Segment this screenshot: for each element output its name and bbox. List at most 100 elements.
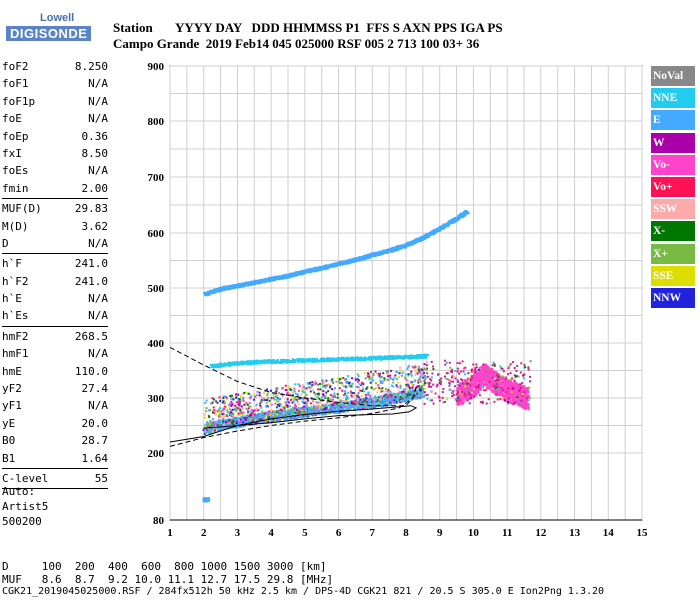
echo-point [360,356,363,359]
echo-point [416,394,419,397]
echo-point [205,292,208,295]
echo-point [417,394,420,397]
echo-point [277,277,280,280]
echo-point [222,421,225,424]
echo-point [473,373,476,376]
echo-point [413,241,416,244]
echo-point [414,241,417,244]
echo-point [221,289,224,292]
echo-point [454,218,457,221]
echo-point [292,273,295,276]
param-row: h`E N/A [2,290,108,307]
param-name: foE [2,112,22,126]
echo-point [421,356,424,359]
echo-point [380,355,383,358]
echo-point [230,286,233,289]
echo-point [205,428,208,431]
echo-point [304,415,307,418]
echo-point [418,389,421,392]
param-value: 2.00 [81,181,109,195]
echo-point [352,401,355,404]
echo-point [394,393,397,396]
echo-point [213,366,216,369]
param-value: 28.7 [81,434,109,448]
echo-point [328,264,331,267]
echo-point [315,405,318,408]
x-tick-label: 4 [268,527,274,539]
echo-point [311,358,314,361]
echo-point [342,406,345,409]
echo-point [224,363,227,366]
param-row: C-level 55 [2,470,108,487]
echo-point [411,394,414,397]
param-row: hmF1 N/A [2,345,108,362]
echo-point [211,422,214,425]
echo-point [373,357,376,360]
echo-point [256,359,259,362]
echo-point [290,408,293,411]
echo-point [454,216,457,219]
echo-point [220,286,223,289]
echo-point [314,414,317,417]
param-name: h`F [2,257,22,271]
echo-point [332,358,335,361]
echo-point [361,258,364,261]
echo-point [462,394,465,397]
echo-point [373,355,376,358]
echo-point [372,397,375,400]
echo-point [358,406,361,409]
echo-point [470,386,473,389]
echo-point [471,395,474,398]
param-row: MUF(D) 29.83 [2,200,108,217]
echo-point [463,381,466,384]
echo-point [359,408,362,411]
legend-item: NoVal [651,66,695,86]
echo-point [333,404,336,407]
echo-point [317,266,320,269]
echo-point [482,373,485,376]
echo-point [392,394,395,397]
echo-point [235,363,238,366]
echo-point [319,266,322,269]
param-row: yE 20.0 [2,415,108,432]
echo-point [309,269,312,272]
echo-point [360,406,363,409]
echo-point [415,394,418,397]
echo-point [343,409,346,412]
echo-point [382,252,385,255]
echo-point [249,360,252,363]
echo-point [348,261,351,264]
echo-point [466,210,469,213]
echo-point [380,398,383,401]
echo-point [314,266,317,269]
echo-point [322,357,325,360]
echo-point [334,358,337,361]
echo-point [464,210,467,213]
echo-point [300,358,303,361]
x-tick-label: 14 [603,527,615,539]
echo-point [225,288,228,291]
echo-point [246,361,249,364]
echo-point [473,385,476,388]
echo-point [408,241,411,244]
echo-point [333,358,336,361]
echo-point [472,381,475,384]
echo-point [475,392,478,395]
echo-point [361,398,364,401]
param-name: hmF1 [2,347,29,361]
echo-point [339,357,342,360]
param-value: 0.36 [81,129,109,143]
echo-point [254,362,257,365]
echo-point [456,216,459,219]
echo-point [317,268,320,271]
x-tick-label: 13 [569,527,581,539]
echo-point [457,403,460,406]
echo-point [267,359,270,362]
echo-point [419,395,422,398]
echo-point [244,417,247,420]
echo-point [409,396,412,399]
echo-point [259,420,262,423]
echo-point [464,213,467,216]
echo-point [341,358,344,361]
echo-point [341,263,344,266]
